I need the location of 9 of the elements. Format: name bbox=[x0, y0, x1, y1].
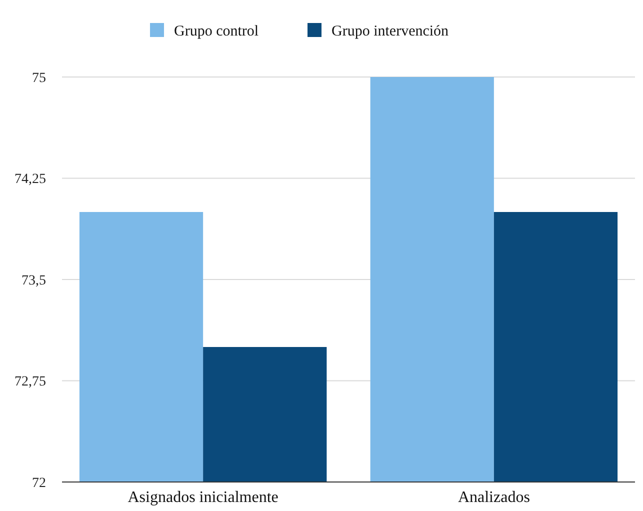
y-tick-label: 72 bbox=[32, 476, 46, 491]
y-tick-label: 75 bbox=[32, 70, 46, 86]
x-tick-label: Analizados bbox=[458, 489, 530, 506]
legend-label: Grupo control bbox=[174, 23, 259, 40]
y-tick-label: 74,25 bbox=[14, 172, 46, 188]
legend-label: Grupo intervención bbox=[332, 23, 450, 40]
y-tick-label: 73,5 bbox=[22, 273, 46, 288]
y-tick-label: 72,75 bbox=[14, 374, 46, 390]
x-tick-label: Asignados inicialmente bbox=[128, 489, 278, 506]
